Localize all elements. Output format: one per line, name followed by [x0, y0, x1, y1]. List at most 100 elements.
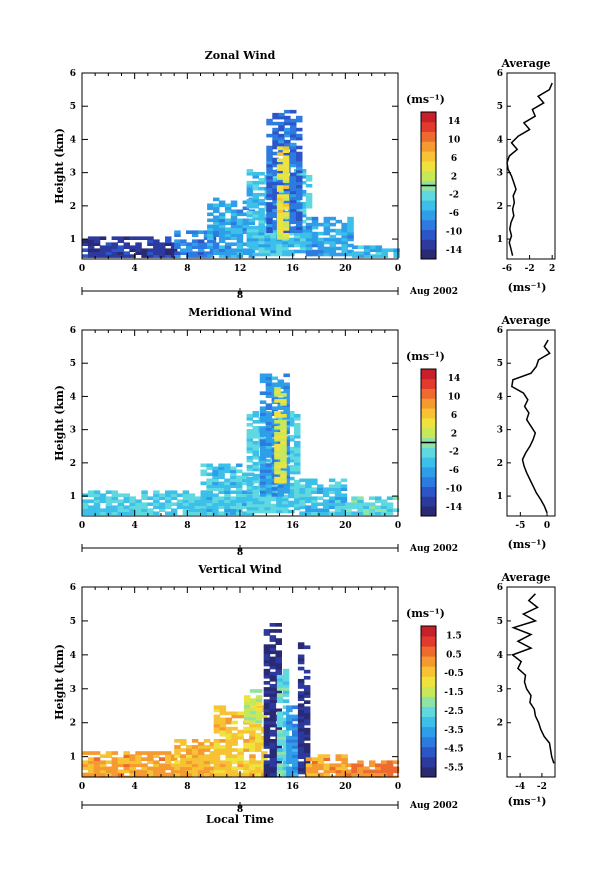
- heatmap-cell: [294, 432, 301, 436]
- heatmap-cell: [334, 511, 342, 515]
- heatmap-cell: [265, 442, 273, 446]
- heatmap-cell: [224, 248, 232, 252]
- heatmap-cell: [297, 642, 305, 646]
- heatmap-cell: [203, 748, 211, 752]
- heatmap-cell: [191, 769, 199, 774]
- heatmap-cell: [263, 632, 271, 636]
- heatmap-cell: [263, 671, 271, 676]
- heatmap-cell: [218, 203, 226, 208]
- heatmap-cell: [170, 493, 178, 497]
- heatmap-cell: [135, 760, 142, 765]
- heatmap-cell: [265, 412, 273, 416]
- x-tick-label: 0: [395, 264, 401, 274]
- heatmap-cell: [297, 752, 305, 756]
- heatmap-cell: [99, 772, 107, 777]
- heatmap-cell: [340, 487, 348, 491]
- heatmap-cell: [341, 760, 348, 765]
- heatmap-cell: [375, 496, 382, 500]
- heatmap-cell: [111, 490, 119, 494]
- heatmap-cell: [276, 197, 284, 201]
- heatmap-cell: [206, 463, 213, 468]
- heatmap-cell: [218, 239, 226, 243]
- heatmap-cell: [249, 763, 256, 768]
- heatmap-cell: [236, 221, 244, 226]
- heatmap-cell: [231, 757, 238, 761]
- y-tick-label: 6: [70, 69, 76, 79]
- heatmap-cell: [213, 251, 220, 255]
- heatmap-cell: [290, 196, 297, 201]
- heatmap-cell: [392, 508, 400, 512]
- heatmap-cell: [263, 772, 271, 777]
- heatmap-cell: [299, 228, 307, 233]
- heatmap-cell: [153, 499, 160, 503]
- heatmap-cell: [276, 696, 284, 700]
- heatmap-cell: [294, 417, 301, 421]
- heatmap-cell: [282, 197, 290, 201]
- heatmap-cell: [335, 754, 342, 758]
- heatmap-cell: [369, 245, 377, 249]
- heatmap-cell: [141, 757, 148, 761]
- heatmap-cell: [299, 172, 307, 176]
- heatmap-cell: [203, 745, 211, 749]
- heatmap-cell: [277, 406, 284, 410]
- heatmap-cell: [303, 737, 311, 741]
- heatmap-cell: [159, 769, 166, 774]
- heatmap-cell: [286, 760, 293, 765]
- heatmap-cell: [297, 767, 305, 772]
- heatmap-cell: [244, 698, 251, 702]
- heatmap-cell: [135, 499, 142, 503]
- heatmap-cell: [363, 254, 371, 258]
- heatmap-cell: [82, 508, 89, 512]
- heatmap-cell: [249, 716, 257, 721]
- profile-y-tick-label: 6: [497, 69, 503, 79]
- heatmap-cell: [290, 160, 297, 165]
- heatmap-cell: [206, 508, 213, 512]
- heatmap-cell: [276, 763, 284, 768]
- heatmap-cell: [147, 751, 154, 755]
- heatmap-cell: [266, 187, 273, 192]
- heatmap-cell: [259, 376, 267, 381]
- heatmap-cell: [258, 234, 265, 239]
- heatmap-cell: [363, 772, 370, 777]
- heatmap-cell: [329, 246, 336, 251]
- heatmap-cell: [249, 719, 257, 724]
- heatmap-cell: [206, 499, 213, 503]
- heatmap-cell: [294, 446, 301, 451]
- heatmap-cell: [246, 172, 254, 176]
- heatmap-cell: [322, 499, 330, 503]
- heatmap-cell: [225, 757, 232, 761]
- heatmap-cell: [225, 754, 232, 758]
- heatmap-cell: [311, 478, 318, 483]
- heatmap-cell: [286, 723, 293, 728]
- heatmap-cell: [323, 772, 331, 777]
- heatmap-cell: [369, 763, 376, 768]
- heatmap-cell: [219, 739, 227, 743]
- heatmap-cell: [263, 720, 271, 725]
- heatmap-cell: [186, 748, 193, 752]
- heatmap-cell: [174, 239, 181, 243]
- colorbar-swatch: [421, 190, 436, 201]
- heatmap-cell: [123, 496, 130, 500]
- heatmap-cell: [153, 490, 160, 494]
- heatmap-cell: [249, 739, 256, 743]
- heatmap-cell: [266, 118, 273, 123]
- heatmap-cell: [265, 475, 273, 479]
- heatmap-cell: [335, 763, 342, 768]
- colorbar-swatch: [421, 418, 436, 429]
- heatmap-cell: [258, 178, 265, 182]
- heatmap-cell: [219, 708, 227, 713]
- heatmap-cell: [141, 251, 148, 255]
- heatmap-cell: [290, 154, 297, 159]
- heatmap-cell: [242, 490, 249, 494]
- heatmap-cell: [213, 760, 221, 765]
- heatmap-cell: [259, 457, 267, 461]
- x-tick-label: 0: [395, 521, 401, 531]
- heatmap-cell: [317, 487, 324, 491]
- heatmap-cell: [278, 115, 285, 120]
- heatmap-cell: [292, 745, 299, 749]
- heatmap-cell: [280, 429, 287, 433]
- heatmap-cell: [252, 479, 259, 484]
- heatmap-cell: [82, 505, 89, 509]
- heatmap-cell: [375, 254, 383, 258]
- heatmap-cell: [265, 385, 273, 390]
